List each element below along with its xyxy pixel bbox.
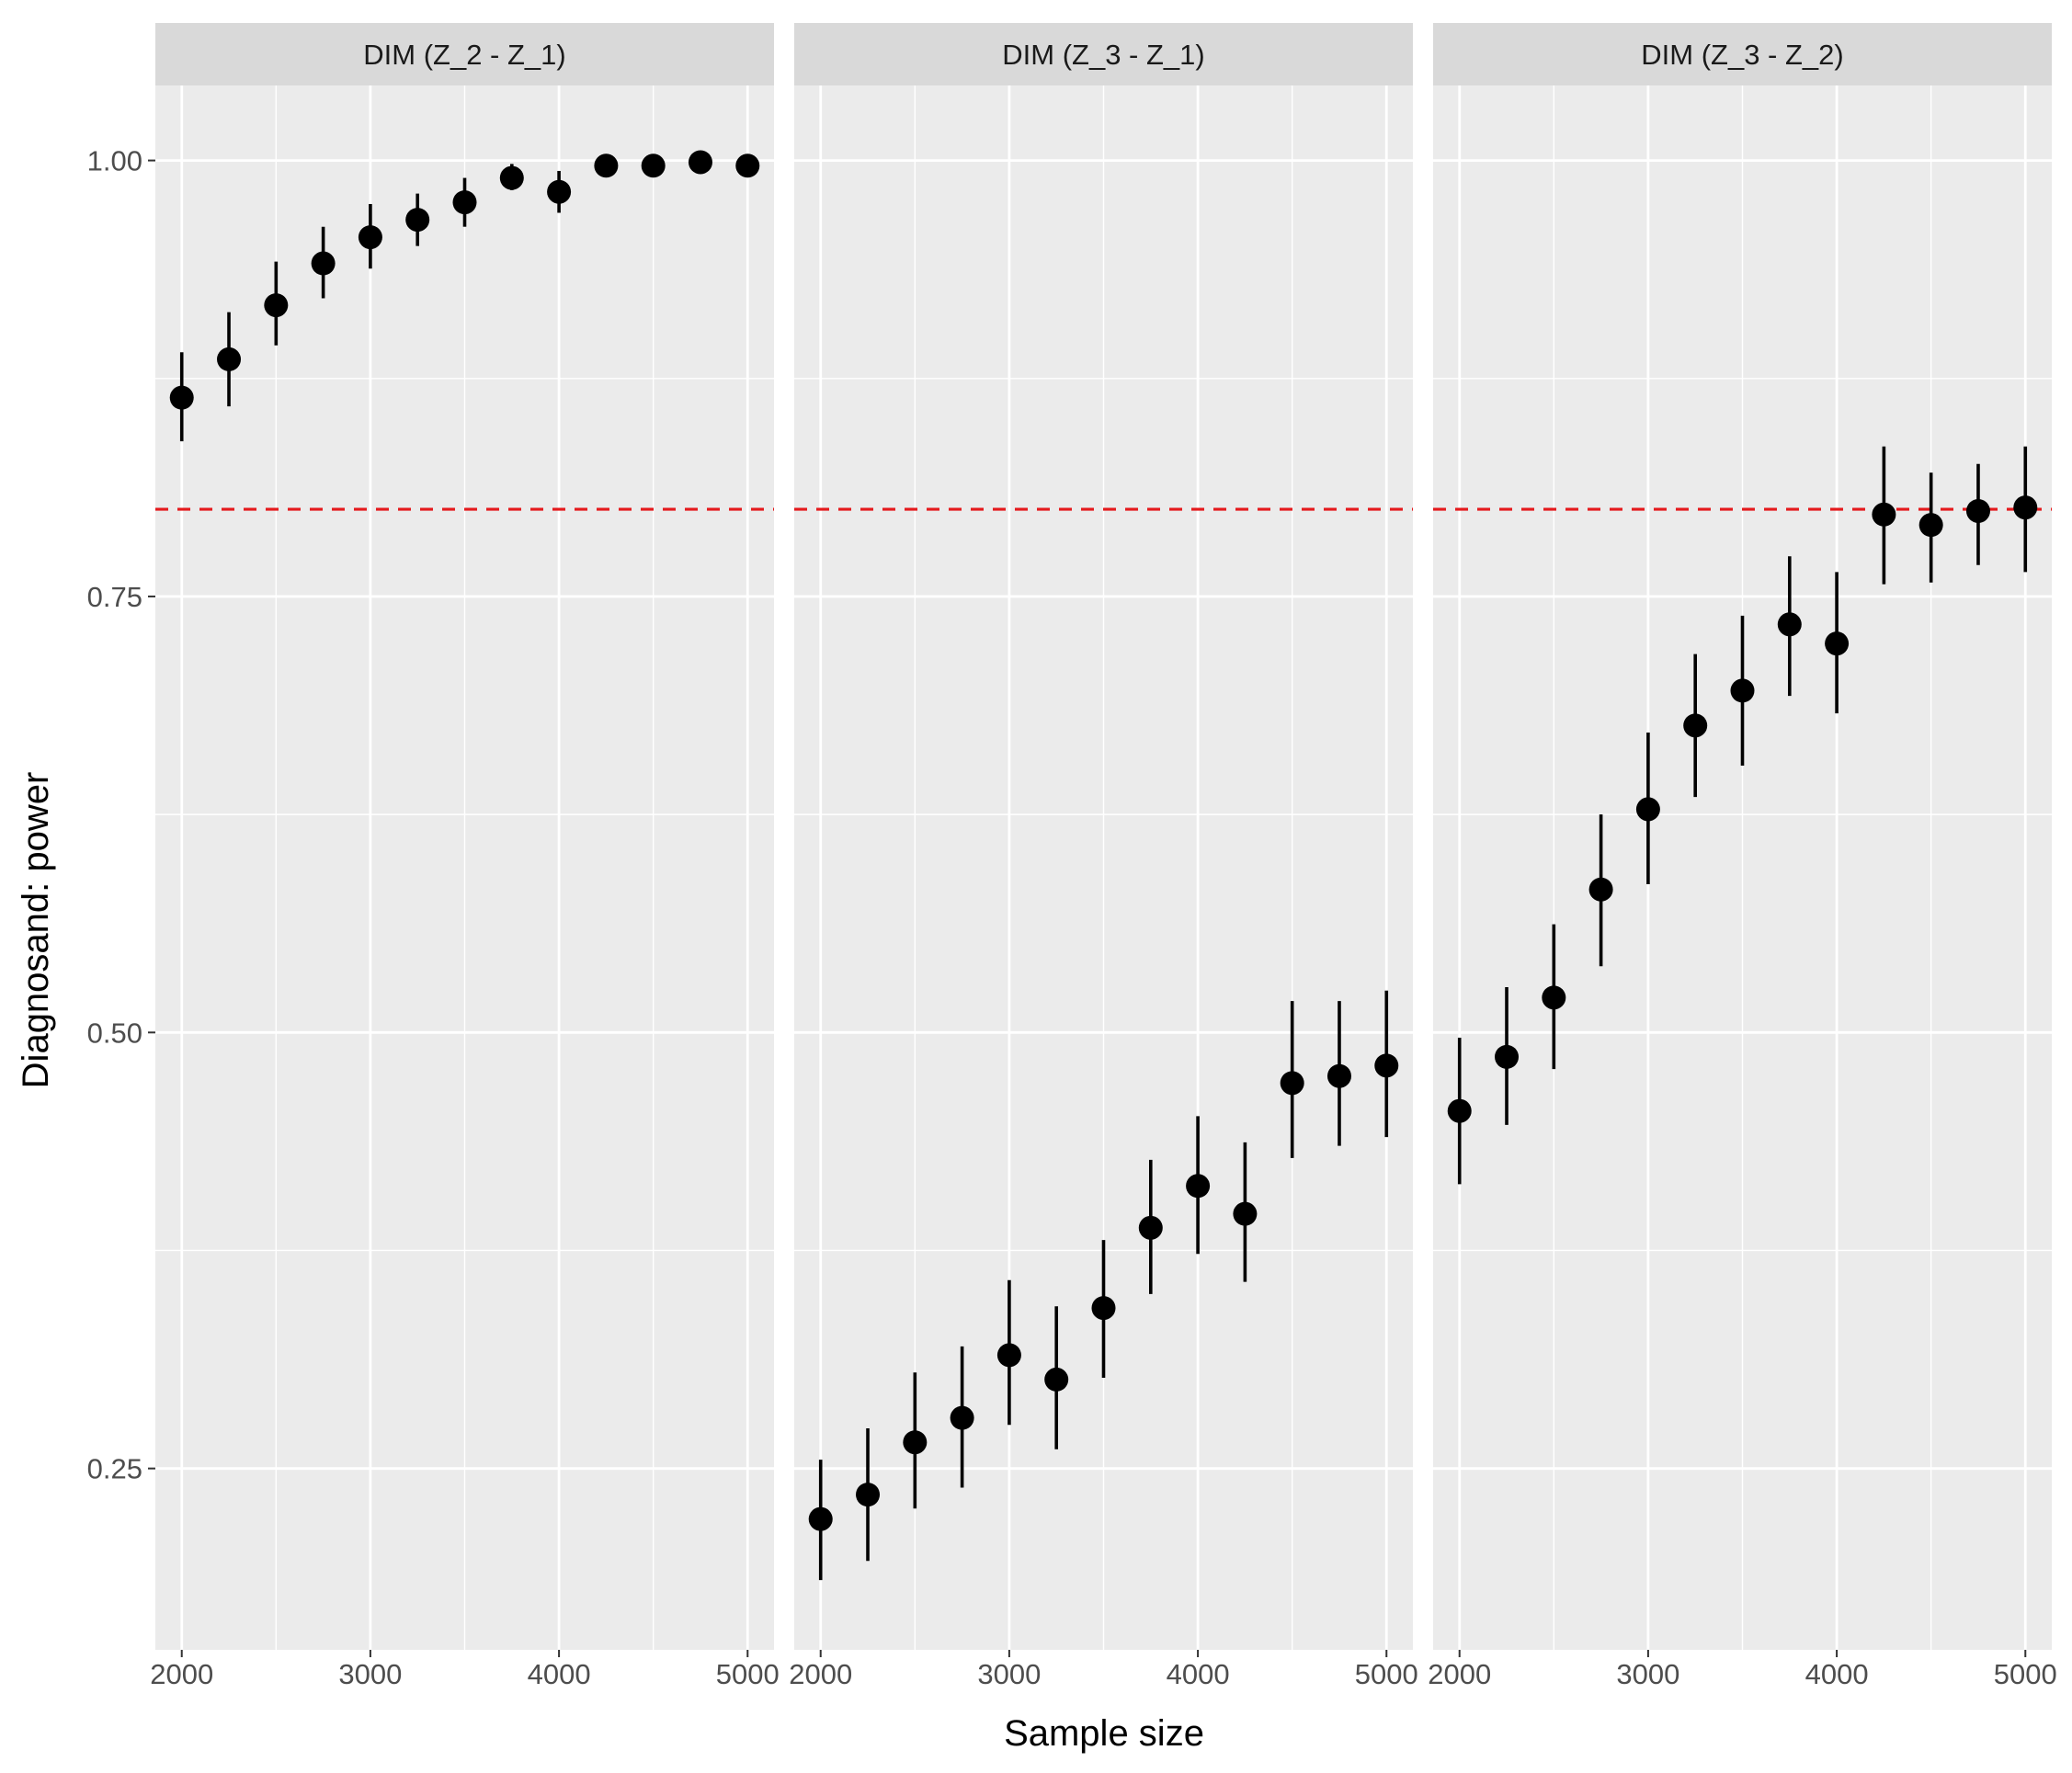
- data-point: [1447, 1098, 1472, 1123]
- x-tick-label: 4000: [528, 1658, 591, 1690]
- facet-strip: [794, 23, 1413, 85]
- x-tick-label: 3000: [977, 1658, 1041, 1690]
- facet-strip: [155, 23, 774, 85]
- facet-strip-label: DIM (Z_2 - Z_1): [363, 39, 565, 71]
- data-point: [1091, 1296, 1116, 1321]
- data-point: [1872, 502, 1896, 527]
- data-point: [903, 1430, 928, 1455]
- data-point: [1635, 797, 1660, 822]
- data-point: [808, 1506, 833, 1531]
- data-point: [996, 1343, 1021, 1368]
- data-point: [2013, 495, 2038, 520]
- data-point: [950, 1405, 974, 1430]
- facet-panel: DIM (Z_2 - Z_1) 2000 3000 4000 5000: [150, 23, 780, 1690]
- data-point: [405, 208, 430, 233]
- data-point: [1495, 1044, 1520, 1069]
- data-point: [1777, 612, 1802, 637]
- x-tick-label: 4000: [1167, 1658, 1230, 1690]
- data-point: [169, 385, 194, 410]
- data-point: [856, 1483, 881, 1507]
- data-point: [1825, 631, 1850, 656]
- x-tick-label: 5000: [1355, 1658, 1418, 1690]
- data-point: [688, 150, 712, 175]
- x-tick-label: 5000: [716, 1658, 780, 1690]
- y-axis-title: Diagnosand: power: [16, 772, 56, 1089]
- data-point: [1542, 985, 1566, 1010]
- data-point: [1918, 513, 1943, 538]
- data-point: [264, 293, 289, 318]
- data-point: [1588, 877, 1613, 902]
- x-tick-label: 3000: [1616, 1658, 1679, 1690]
- data-point: [1138, 1215, 1163, 1240]
- y-tick-label: 0.50: [87, 1017, 142, 1049]
- data-point: [1730, 678, 1755, 703]
- y-tick-label: 0.25: [87, 1453, 142, 1485]
- x-tick-label: 5000: [1994, 1658, 2057, 1690]
- facet-panel: DIM (Z_3 - Z_1) 2000 3000 4000 5000: [789, 23, 1418, 1690]
- data-point: [452, 190, 477, 215]
- data-point: [311, 251, 336, 276]
- x-tick-label: 2000: [789, 1658, 852, 1690]
- data-point: [1044, 1367, 1069, 1392]
- data-point: [1326, 1063, 1351, 1088]
- data-point: [1683, 713, 1708, 738]
- x-tick-label: 3000: [338, 1658, 402, 1690]
- data-point: [547, 179, 572, 204]
- data-point: [641, 153, 666, 178]
- x-tick-label: 2000: [1428, 1658, 1491, 1690]
- x-tick-label: 2000: [150, 1658, 213, 1690]
- data-point: [1186, 1174, 1211, 1199]
- facet-strip-label: DIM (Z_3 - Z_1): [1002, 39, 1204, 71]
- data-point: [1280, 1071, 1304, 1096]
- y-tick-label: 1.00: [87, 145, 142, 177]
- facet-strip: [1433, 23, 2052, 85]
- x-tick-label: 4000: [1805, 1658, 1869, 1690]
- data-point: [1374, 1053, 1399, 1078]
- facet-panel: DIM (Z_3 - Z_2) 2000 3000 4000 5000: [1428, 23, 2057, 1690]
- y-tick-label: 0.75: [87, 581, 142, 613]
- data-point: [358, 225, 382, 250]
- data-point: [217, 347, 242, 371]
- data-point: [499, 165, 524, 190]
- data-point: [1965, 498, 1990, 523]
- data-point: [594, 153, 619, 178]
- data-point: [735, 153, 760, 178]
- data-point: [1233, 1201, 1258, 1226]
- x-axis-title: Sample size: [1004, 1713, 1204, 1754]
- facet-strip-label: DIM (Z_3 - Z_2): [1641, 39, 1843, 71]
